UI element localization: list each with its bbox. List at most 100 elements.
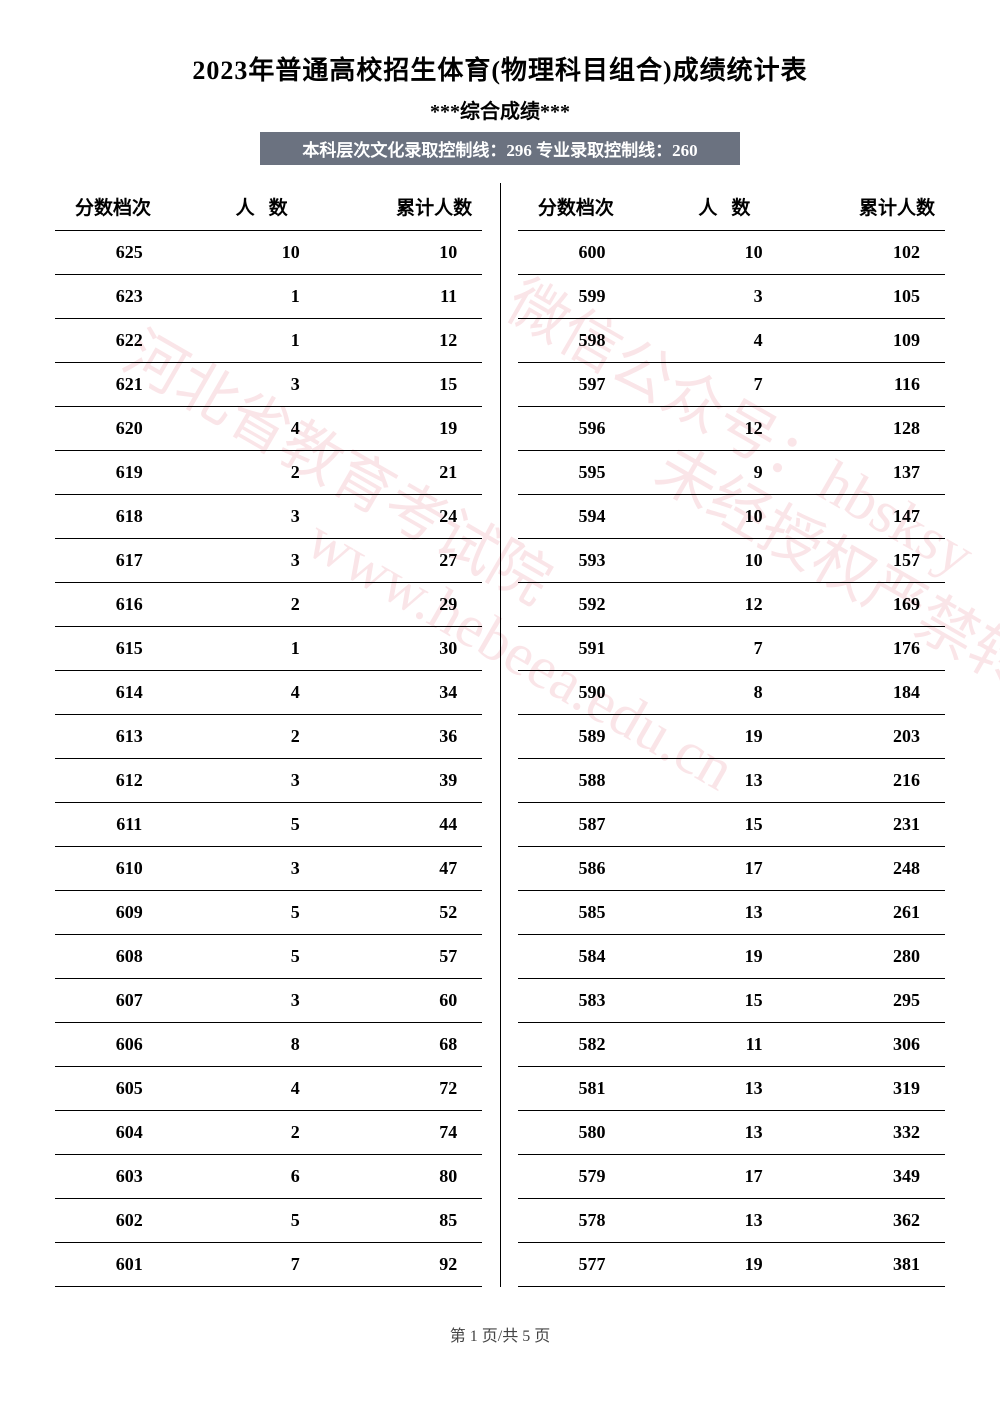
count-cell: 3 (197, 759, 339, 803)
table-row: 602585 (55, 1199, 482, 1243)
cumulative-cell: 105 (803, 275, 945, 319)
cumulative-cell: 109 (803, 319, 945, 363)
cumulative-cell: 60 (340, 979, 482, 1023)
count-cell: 2 (197, 451, 339, 495)
table-row: 620419 (55, 407, 482, 451)
cumulative-cell: 34 (340, 671, 482, 715)
table-row: 58513261 (518, 891, 945, 935)
count-cell: 10 (197, 231, 339, 275)
score-cell: 577 (518, 1243, 660, 1287)
table-row: 58211306 (518, 1023, 945, 1067)
table-row: 606868 (55, 1023, 482, 1067)
cumulative-cell: 21 (340, 451, 482, 495)
score-cell: 578 (518, 1199, 660, 1243)
cumulative-cell: 381 (803, 1243, 945, 1287)
count-cell: 12 (660, 407, 802, 451)
cumulative-cell: 231 (803, 803, 945, 847)
score-cell: 616 (55, 583, 197, 627)
table-row: 607360 (55, 979, 482, 1023)
table-row: 57917349 (518, 1155, 945, 1199)
cumulative-cell: 12 (340, 319, 482, 363)
score-cell: 625 (55, 231, 197, 275)
count-cell: 9 (660, 451, 802, 495)
cumulative-cell: 11 (340, 275, 482, 319)
table-row: 616229 (55, 583, 482, 627)
score-cell: 589 (518, 715, 660, 759)
count-cell: 10 (660, 495, 802, 539)
count-cell: 19 (660, 715, 802, 759)
table-row: 60010102 (518, 231, 945, 275)
table-row: 58113319 (518, 1067, 945, 1111)
score-cell: 601 (55, 1243, 197, 1287)
count-cell: 13 (660, 891, 802, 935)
count-cell: 5 (197, 935, 339, 979)
count-cell: 6 (197, 1155, 339, 1199)
score-cell: 592 (518, 583, 660, 627)
score-cell: 581 (518, 1067, 660, 1111)
score-cell: 599 (518, 275, 660, 319)
score-cell: 603 (55, 1155, 197, 1199)
count-cell: 12 (660, 583, 802, 627)
cumulative-cell: 19 (340, 407, 482, 451)
cumulative-cell: 36 (340, 715, 482, 759)
header-cumulative: 累计人数 (803, 183, 945, 231)
score-cell: 597 (518, 363, 660, 407)
cumulative-cell: 137 (803, 451, 945, 495)
page-footer: 第 1 页/共 5 页 (55, 1322, 945, 1346)
count-cell: 10 (660, 539, 802, 583)
cumulative-cell: 349 (803, 1155, 945, 1199)
count-cell: 19 (660, 1243, 802, 1287)
count-cell: 13 (660, 1199, 802, 1243)
score-cell: 623 (55, 275, 197, 319)
vertical-divider (500, 183, 501, 1287)
score-cell: 609 (55, 891, 197, 935)
count-cell: 3 (197, 495, 339, 539)
count-cell: 3 (660, 275, 802, 319)
score-cell: 582 (518, 1023, 660, 1067)
score-cell: 613 (55, 715, 197, 759)
table-row: 612339 (55, 759, 482, 803)
count-cell: 3 (197, 979, 339, 1023)
cumulative-cell: 15 (340, 363, 482, 407)
cumulative-cell: 68 (340, 1023, 482, 1067)
score-cell: 610 (55, 847, 197, 891)
count-cell: 13 (660, 1111, 802, 1155)
table-row: 5959137 (518, 451, 945, 495)
header-count: 人数 (197, 183, 339, 231)
cumulative-cell: 157 (803, 539, 945, 583)
score-cell: 583 (518, 979, 660, 1023)
count-cell: 13 (660, 1067, 802, 1111)
table-row: 6251010 (55, 231, 482, 275)
cumulative-cell: 128 (803, 407, 945, 451)
score-cell: 586 (518, 847, 660, 891)
table-row: 605472 (55, 1067, 482, 1111)
table-row: 58419280 (518, 935, 945, 979)
count-cell: 15 (660, 803, 802, 847)
cumulative-cell: 44 (340, 803, 482, 847)
count-cell: 7 (660, 363, 802, 407)
cumulative-cell: 74 (340, 1111, 482, 1155)
table-row: 622112 (55, 319, 482, 363)
table-row: 59310157 (518, 539, 945, 583)
count-cell: 1 (197, 275, 339, 319)
table-row: 615130 (55, 627, 482, 671)
count-cell: 2 (197, 1111, 339, 1155)
cumulative-cell: 280 (803, 935, 945, 979)
count-cell: 7 (197, 1243, 339, 1287)
score-cell: 620 (55, 407, 197, 451)
cumulative-cell: 57 (340, 935, 482, 979)
table-header-row: 分数档次 人数 累计人数 (55, 183, 482, 231)
table-row: 57719381 (518, 1243, 945, 1287)
score-cell: 602 (55, 1199, 197, 1243)
score-cell: 584 (518, 935, 660, 979)
count-cell: 1 (197, 319, 339, 363)
score-cell: 580 (518, 1111, 660, 1155)
count-cell: 2 (197, 583, 339, 627)
cumulative-cell: 261 (803, 891, 945, 935)
cumulative-cell: 169 (803, 583, 945, 627)
table-row: 611544 (55, 803, 482, 847)
score-cell: 593 (518, 539, 660, 583)
page-subtitle: ***综合成绩*** (55, 95, 945, 124)
count-cell: 11 (660, 1023, 802, 1067)
header-count: 人数 (660, 183, 802, 231)
